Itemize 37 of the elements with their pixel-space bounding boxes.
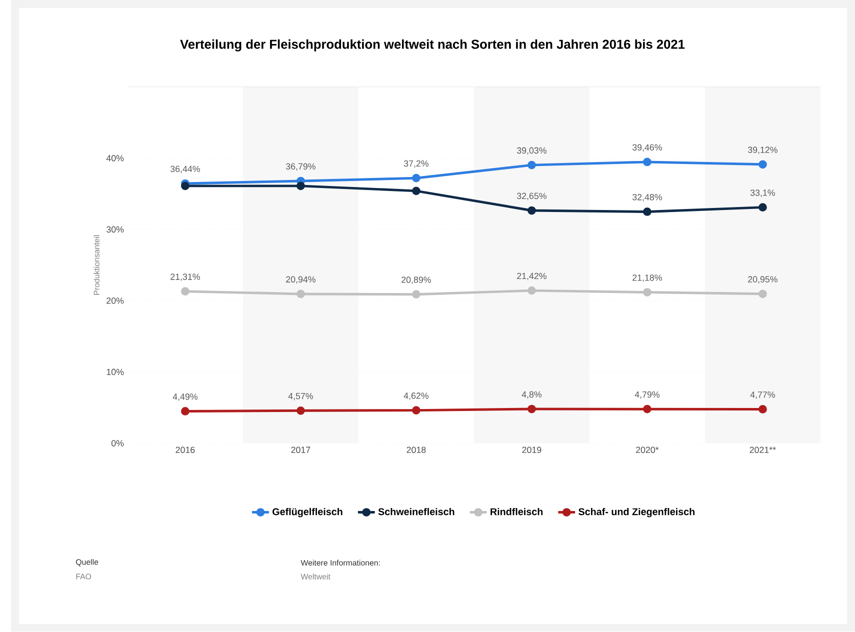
data-label: 39,12% — [748, 146, 778, 154]
x-tick-label: 2019 — [522, 446, 542, 454]
data-label: 39,03% — [516, 147, 546, 155]
y-tick-label: 40% — [106, 155, 124, 162]
data-label: 4,77% — [750, 392, 775, 399]
data-label: 4,8% — [522, 391, 542, 399]
data-label: 20,89% — [402, 276, 431, 284]
y-tick-label: 20% — [106, 298, 124, 304]
x-tick-label: 2021** — [750, 446, 776, 454]
data-label: 21,18% — [632, 274, 662, 282]
x-tick-label: 2017 — [291, 446, 310, 454]
legend-label: Geflügelfleisch — [272, 508, 342, 518]
data-label: 36,79% — [286, 163, 316, 171]
data-label: 37,2% — [404, 160, 428, 168]
data-label: 4,57% — [288, 393, 313, 400]
x-tick-label: 2018 — [406, 446, 426, 454]
data-label: 21,42% — [517, 272, 546, 280]
data-label: 21,31% — [170, 274, 200, 282]
data-label: 4,79% — [634, 391, 660, 399]
data-label: 20,95% — [748, 276, 778, 284]
legend-label: Schaf- und Ziegenfleisch — [578, 508, 694, 518]
legend-label: Schweinefleisch — [378, 508, 454, 516]
y-tick-label: 10% — [106, 368, 124, 376]
x-tick-label: 2016 — [176, 446, 195, 454]
x-tick-label: 2020* — [636, 446, 659, 454]
legend-label: Rindfleisch — [490, 508, 543, 516]
data-label: 33,1% — [750, 190, 775, 198]
data-label: 32,48% — [632, 194, 662, 202]
y-tick-label: 0% — [111, 440, 124, 446]
data-label: 4,49% — [172, 394, 198, 401]
data-label: 20,94% — [286, 276, 316, 284]
chart-title: Verteilung der Fleischproduktion weltweit nach Sorten in den Jahren 2016 bis 2021 — [180, 39, 685, 52]
y-tick-label: 30% — [106, 226, 124, 233]
data-label: 32,65% — [516, 192, 546, 200]
data-label: 4,62% — [404, 392, 428, 400]
data-label: 36,44% — [170, 166, 200, 174]
data-label: 39,46% — [632, 144, 662, 152]
